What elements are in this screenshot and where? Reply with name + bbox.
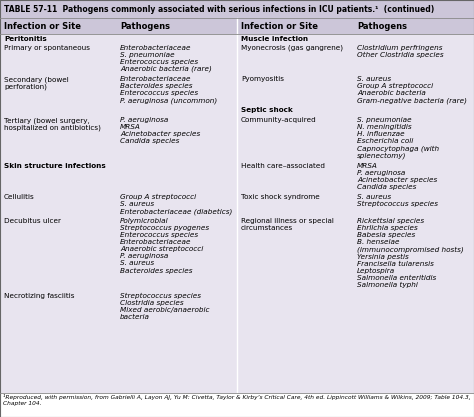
Text: Streptococcus species
Clostridia species
Mixed aerobic/anaerobic
bacteria: Streptococcus species Clostridia species… [120,293,210,320]
Text: Pyomyositis: Pyomyositis [241,76,284,82]
Text: Tertiary (bowel surgery,
hospitalized on antibiotics): Tertiary (bowel surgery, hospitalized on… [4,117,101,131]
Text: S. pneumoniae
N. meningitidis
H. influenzae
Escherichia coli
Capnocytophaga (wit: S. pneumoniae N. meningitidis H. influen… [357,117,439,159]
Text: S. aureus
Streptococcus species: S. aureus Streptococcus species [357,194,438,207]
Text: Septic shock: Septic shock [241,107,293,113]
Text: Pathogens: Pathogens [357,22,407,30]
Text: Myonecrosis (gas gangrene): Myonecrosis (gas gangrene) [241,45,343,51]
Text: Health care–associated: Health care–associated [241,163,325,169]
Bar [0,34,474,393]
Text: Polymicrobial
Streptococcus pyogenes
Enterococcus species
Enterobacteriaceae
Ana: Polymicrobial Streptococcus pyogenes Ent… [120,218,209,274]
Text: Pathogens: Pathogens [120,22,170,30]
Text: Muscle infection: Muscle infection [241,36,308,42]
Text: TABLE 57-11  Pathogens commonly associated with serious infections in ICU patien: TABLE 57-11 Pathogens commonly associate… [4,5,434,13]
Bar [0,18,474,34]
Text: MRSA
P. aeruginosa
Acinetobacter species
Candida species: MRSA P. aeruginosa Acinetobacter species… [357,163,437,190]
Text: Infection or Site: Infection or Site [4,22,81,30]
Text: Decubitus ulcer: Decubitus ulcer [4,218,61,224]
Text: S. aureus
Group A streptococci
Anaerobic bacteria
Gram-negative bacteria (rare): S. aureus Group A streptococci Anaerobic… [357,76,467,104]
Text: Necrotizing fasciitis: Necrotizing fasciitis [4,293,74,299]
Text: Secondary (bowel
perforation): Secondary (bowel perforation) [4,76,69,90]
Text: Cellulitis: Cellulitis [4,194,35,200]
Text: Infection or Site: Infection or Site [241,22,318,30]
Text: P. aeruginosa
MRSA
Acinetobacter species
Candida species: P. aeruginosa MRSA Acinetobacter species… [120,117,200,144]
Text: Primary or spontaneous: Primary or spontaneous [4,45,90,51]
Text: Peritonitis: Peritonitis [4,36,47,42]
Text: Skin structure infections: Skin structure infections [4,163,106,169]
Text: Clostridium perfringens
Other Clostridia species: Clostridium perfringens Other Clostridia… [357,45,444,58]
Bar [0,0,474,18]
Text: ¹Reproduced, with permission, from Gabrielli A, Layon AJ, Yu M: Civetta, Taylor : ¹Reproduced, with permission, from Gabri… [3,394,471,406]
Text: Rickettsial species
Ehrlichia species
Babesia species
B. henselae
(immunocomprom: Rickettsial species Ehrlichia species Ba… [357,218,464,288]
Text: Community-acquired: Community-acquired [241,117,317,123]
Text: Group A streptococci
S. aureus
Enterobacteriaceae (diabetics): Group A streptococci S. aureus Enterobac… [120,194,232,215]
Text: Regional illness or special
circumstances: Regional illness or special circumstance… [241,218,334,231]
Text: Enterobacteriaceae
Bacteroides species
Enterococcus species
P. aeruginosa (uncom: Enterobacteriaceae Bacteroides species E… [120,76,217,104]
Text: Enterobacteriaceae
S. pneumoniae
Enterococcus species
Anaerobic bacteria (rare): Enterobacteriaceae S. pneumoniae Enteroc… [120,45,212,73]
Text: Toxic shock syndrome: Toxic shock syndrome [241,194,320,200]
